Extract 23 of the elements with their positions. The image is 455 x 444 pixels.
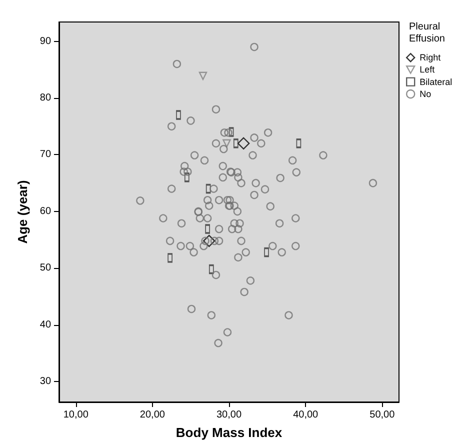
y-axis-title: Age (year) <box>15 180 30 244</box>
x-tick-label: 10,00 <box>63 410 89 420</box>
legend-title: Pleural Effusion <box>409 22 445 44</box>
legend-label: Right <box>420 52 442 63</box>
point <box>203 234 216 248</box>
legend-label: Bilateral <box>420 76 452 87</box>
y-tick-label: 40 <box>40 319 52 330</box>
point <box>237 137 250 150</box>
y-tick-label: 90 <box>40 36 52 47</box>
x-tick-label: 50,00 <box>370 410 396 420</box>
point <box>198 72 208 80</box>
y-tick-label: 80 <box>40 92 52 104</box>
x-tick-label: 20,00 <box>140 410 166 420</box>
x-axis-title: Body Mass Index <box>176 425 283 440</box>
legend-label: No <box>420 89 432 99</box>
point <box>222 139 231 148</box>
x-tick-label: 30,00 <box>216 410 242 420</box>
x-tick-label: 40,00 <box>293 410 319 420</box>
legend-label: Left <box>420 64 436 75</box>
y-tick-label: 30 <box>40 376 52 388</box>
y-tick-label: 70 <box>40 149 52 160</box>
y-tick-label: 60 <box>40 206 52 217</box>
y-tick-label: 50 <box>40 262 52 274</box>
